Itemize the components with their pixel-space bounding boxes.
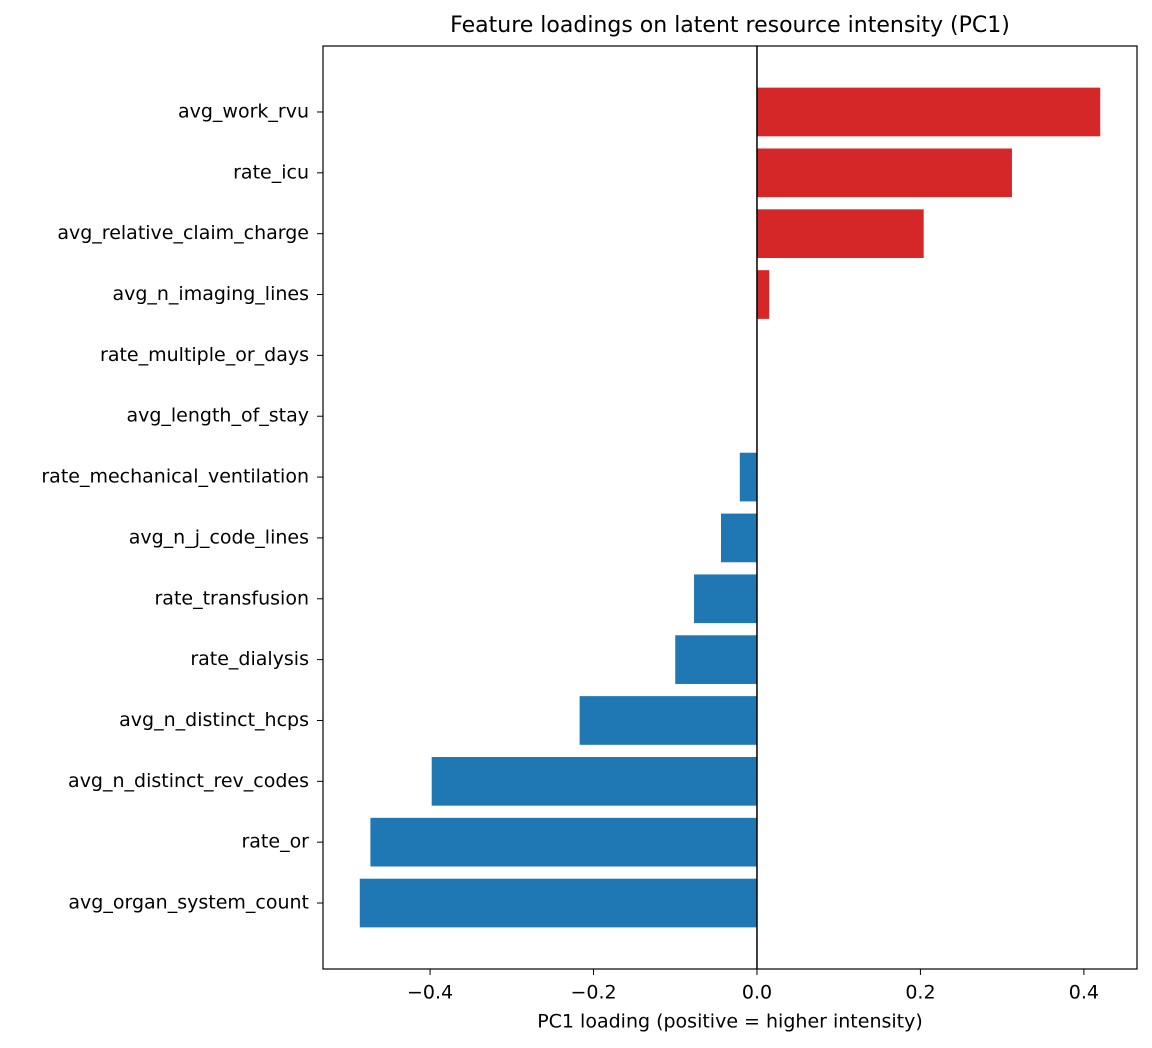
x-tick-label: 0.4 xyxy=(1069,982,1099,1004)
y-tick-label: rate_multiple_or_days xyxy=(100,344,309,366)
plot-frame xyxy=(322,45,1138,970)
bar xyxy=(359,878,757,928)
bar xyxy=(370,817,757,867)
y-tick-label: rate_transfusion xyxy=(154,587,309,609)
y-tick-label: avg_n_distinct_hcps xyxy=(119,709,309,731)
bar xyxy=(675,635,757,684)
bar xyxy=(756,148,1012,198)
bar xyxy=(756,87,1101,137)
y-tick-label: rate_or xyxy=(241,831,309,853)
x-tick-label: 0.2 xyxy=(905,982,935,1004)
y-tick-label: avg_length_of_stay xyxy=(126,405,309,427)
x-tick-label: −0.2 xyxy=(570,982,616,1004)
bar xyxy=(579,696,757,745)
y-tick-label: avg_relative_claim_charge xyxy=(57,222,309,244)
y-tick-label: avg_n_distinct_rev_codes xyxy=(68,770,309,792)
bar xyxy=(721,513,757,563)
y-tick-label: avg_n_imaging_lines xyxy=(112,283,309,305)
bar xyxy=(756,270,770,319)
x-tick-label: 0.0 xyxy=(742,982,772,1004)
x-axis-label: PC1 loading (positive = higher intensity… xyxy=(537,1011,923,1033)
bar xyxy=(694,574,757,624)
y-tick-label: rate_dialysis xyxy=(190,648,309,670)
bar xyxy=(739,452,757,502)
y-tick-label: avg_n_j_code_lines xyxy=(129,526,309,548)
y-tick-label: rate_icu xyxy=(233,161,309,183)
bar xyxy=(756,209,924,259)
y-tick-label: avg_work_rvu xyxy=(178,100,309,122)
y-tick-label: rate_mechanical_ventilation xyxy=(41,466,309,488)
bar xyxy=(431,756,757,806)
y-tick-label: avg_organ_system_count xyxy=(68,892,309,914)
x-tick-label: −0.4 xyxy=(407,982,453,1004)
chart-title: Feature loadings on latent resource inte… xyxy=(450,13,1010,38)
